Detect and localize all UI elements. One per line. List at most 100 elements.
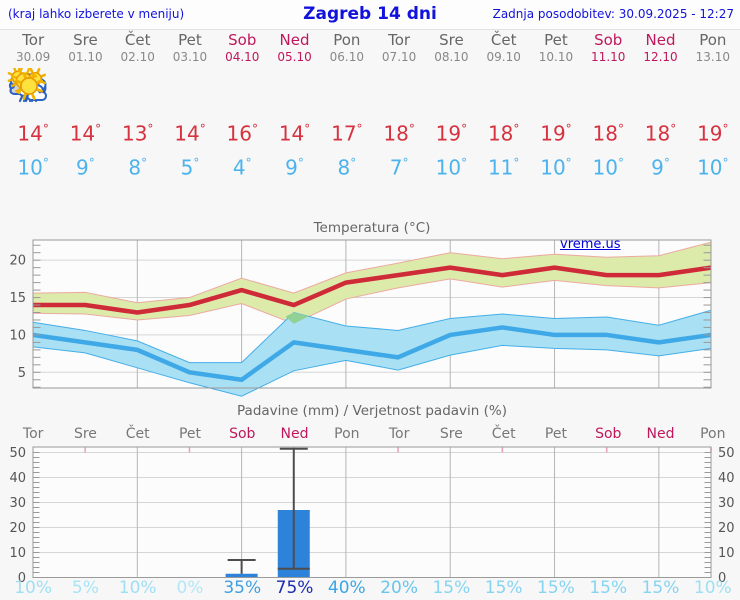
day-date: 12.10 [643,50,678,64]
max-temperature: 14° [69,121,102,146]
svg-text:50: 50 [718,446,735,461]
precip-probability: 15% [537,578,575,598]
max-temperature: 14° [278,121,311,146]
min-temperature: 9° [285,155,304,180]
weather-icon-cell [15,65,477,110]
min-temperature: 10° [592,155,624,180]
weather-icon-cell [15,65,582,110]
max-temperature: 18° [644,121,677,146]
svg-text:15: 15 [9,291,26,306]
forecast-strip: Tor 30.09 14° 10° Sre 01.10 14° 9° Čet 02.10 13° 8°… [7,31,739,179]
forecast-day-3[interactable]: Čet 02.10 13° 8° [9,31,164,179]
min-temperature: 9° [651,155,670,180]
day-date: 09.10 [486,50,521,64]
forecast-day-6[interactable]: Ned 05.10 14° 9° [7,31,320,179]
page-title: Zagreb 14 dni [303,4,437,24]
day-name: Pon [699,31,727,49]
temperature-chart: 5 10 15 20 [9,239,712,397]
svg-text:10: 10 [718,546,735,561]
header: (kraj lahko izberete v meniju) Zagreb 14… [0,0,740,30]
max-temperature: 19° [540,121,572,146]
precip-probability: 20% [380,578,418,598]
svg-text:30: 30 [718,496,735,511]
precip-probability: 75% [275,578,314,598]
min-temperature: 5° [180,155,200,180]
weather-icon-cell [15,65,634,110]
precip-day-label: Ned [280,426,309,442]
svg-text:20: 20 [9,521,26,536]
forecast-day-10[interactable]: Čet 09.10 18° 11° [15,31,530,179]
forecast-day-2[interactable]: Sre 01.10 14° 9° [9,31,111,179]
forecast-day-4[interactable]: Pet 03.10 14° 5° [15,31,216,179]
svg-text:0: 0 [18,571,26,586]
forecast-day-14[interactable]: Pon 13.10 19° 10° [15,31,739,179]
forecast-day-5[interactable]: Sob 04.10 16° 4° [9,31,268,179]
precip-day-label: Tor [388,426,410,442]
precip-probability: 10% [14,578,53,598]
weather-icon-cell [9,65,111,110]
day-date: 05.10 [277,50,312,64]
max-temperature: 16° [226,121,258,146]
precip-probability: 15% [641,578,680,598]
precip-day-label: Sob [595,426,622,442]
day-name: Čet [124,31,151,49]
day-name: Sre [439,31,464,49]
min-temperature: 7° [389,155,409,180]
svg-text:50: 50 [9,446,26,461]
day-name: Pet [544,31,568,49]
min-temperature: 4° [232,155,252,180]
day-name: Pet [178,31,202,49]
forecast-day-13[interactable]: Ned 12.10 18° 9° [15,31,686,179]
precip-day-label: Pon [334,426,360,442]
min-temperature: 10° [435,155,468,180]
precip-probability: 15% [432,578,471,598]
max-temperature: 18° [592,121,624,146]
precip-day-label: Čet [125,426,150,442]
day-name: Sob [228,31,257,49]
forecast-day-11[interactable]: Pet 10.10 19° 10° [15,31,582,179]
day-name: Sob [594,31,623,49]
day-date: 06.10 [329,50,364,64]
precip-day-label: Pon [700,426,726,442]
forecast-day-7[interactable]: Pon 06.10 17° 8° [9,31,373,179]
day-date: 01.10 [68,50,103,64]
precip-probability: 35% [223,578,262,598]
weather-icon-cell [15,65,686,110]
max-temperature: 19° [697,121,729,146]
svg-text:10: 10 [9,546,26,561]
min-temperature: 10° [17,155,49,180]
day-date: 30.09 [15,50,51,64]
precip-day-label: Ned [646,426,675,442]
sunny-icon [15,72,43,100]
min-temperature: 9° [76,155,95,180]
precip-probability: 10% [118,578,157,598]
weather-icon-cell [15,65,216,110]
forecast-day-8[interactable]: Tor 07.10 18° 7° [10,31,425,179]
svg-text:10: 10 [9,328,26,343]
menu-hint-link[interactable]: (kraj lahko izberete v meniju) [8,7,185,21]
precip-probability: 40% [327,578,366,598]
max-temperature: 19° [435,121,468,146]
weather-icon-cell [7,65,320,110]
precip-chart-title: Padavine (mm) / Verjetnost padavin (%) [237,403,507,419]
day-name: Pon [333,31,361,49]
day-date: 08.10 [434,50,469,64]
precip-day-label: Sre [73,426,97,442]
svg-text:40: 40 [718,471,735,486]
day-date: 13.10 [695,50,730,64]
max-temperature: 18° [487,121,520,146]
precip-probability: 15% [589,578,628,598]
watermark-link[interactable]: vreme.us [560,237,621,252]
weather-icon-cell [9,65,164,110]
day-name: Sre [73,31,98,49]
weather-icon-cell [15,65,739,110]
max-temperature: 17° [331,121,363,146]
forecast-day-12[interactable]: Sob 11.10 18° 10° [15,31,634,179]
precip-probability: 10% [693,578,732,598]
day-date: 03.10 [172,50,208,64]
precip-probability: 0% [176,578,204,598]
forecast-day-9[interactable]: Sre 08.10 19° 10° [15,31,477,179]
max-temperature: 14° [174,121,206,146]
precip-day-label: Tor [22,426,44,442]
